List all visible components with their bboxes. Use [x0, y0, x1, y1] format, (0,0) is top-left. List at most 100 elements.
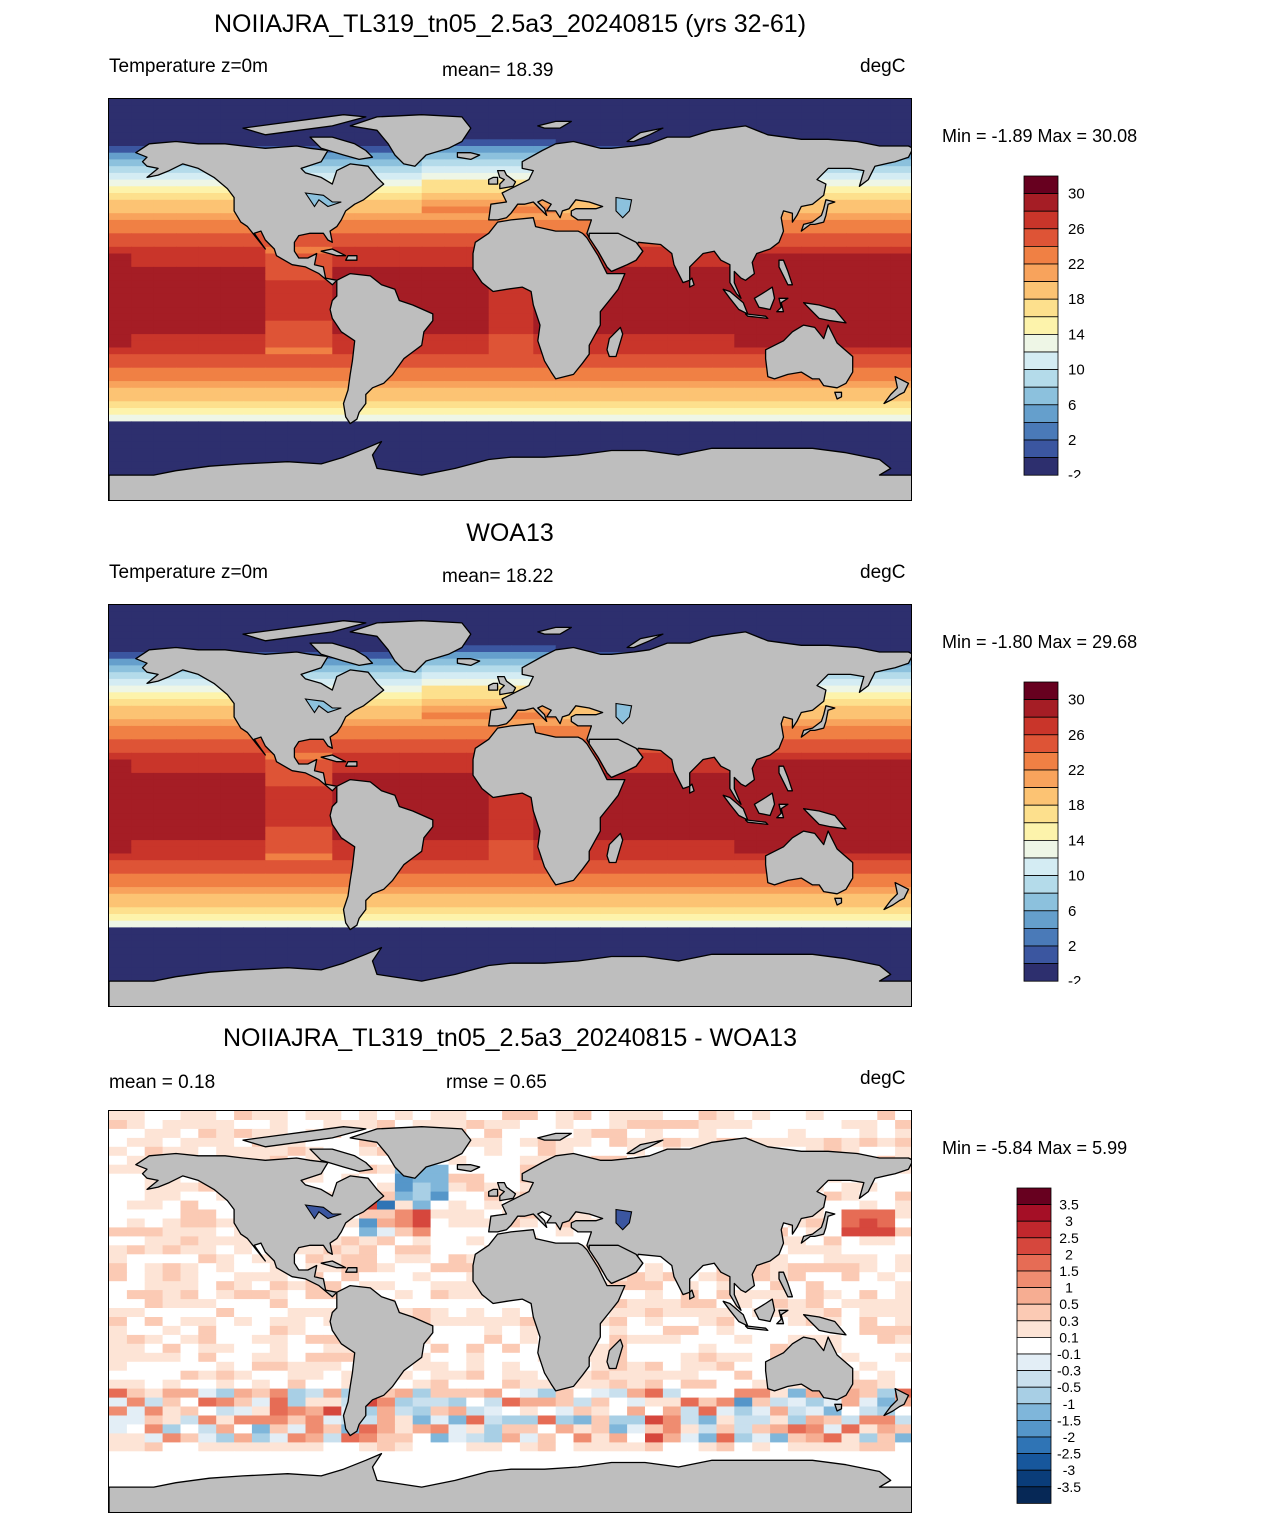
- colorbar-label: 26: [1068, 727, 1085, 744]
- panel-3-colorbar: 3.5 3 2.5 2 1.5 1 0.5 0.3 0.1 -0.1 -0.3 -0.5 -1 -1.5-…: [1015, 1187, 1125, 1506]
- colorbar-label: 14: [1068, 326, 1085, 343]
- colorbar-label: -2: [1068, 467, 1081, 478]
- colorbar-label: -0.3: [1057, 1363, 1081, 1379]
- colorbar-swatch: [1023, 298, 1059, 318]
- colorbar-swatch: [1023, 752, 1059, 771]
- panel-3-min-max: Min = -5.84 Max = 5.99: [942, 1138, 1128, 1158]
- colorbar-label: 22: [1068, 762, 1085, 779]
- colorbar-swatch: [1023, 822, 1059, 841]
- colorbar-swatch: [1023, 875, 1059, 894]
- colorbar-swatch: [1016, 1353, 1052, 1372]
- colorbar-label: 30: [1068, 692, 1085, 709]
- colorbar-swatch: [1016, 1303, 1052, 1322]
- colorbar-label: 26: [1068, 221, 1085, 238]
- panel-3-units-label: degC: [860, 1068, 906, 1089]
- colorbar-swatch: [1023, 857, 1059, 877]
- colorbar-swatch: [1023, 439, 1059, 459]
- colorbar-swatch: [1016, 1287, 1052, 1305]
- colorbar-swatch: [1023, 228, 1059, 247]
- colorbar-swatch: [1023, 281, 1059, 300]
- panel-3-rmse-label: rmse = 0.65: [446, 1072, 547, 1093]
- colorbar-swatch: [1023, 404, 1059, 423]
- colorbar-swatch: [1023, 386, 1059, 406]
- panel-2-units-label: degC: [860, 562, 906, 583]
- colorbar-swatch: [1016, 1486, 1052, 1504]
- panel-3-title: NOIIAJRA_TL319_tn05_2.5a3_20240815 - WOA…: [223, 1024, 797, 1052]
- colorbar-swatch: [1023, 263, 1059, 283]
- colorbar-swatch: [1023, 839, 1059, 859]
- colorbar-label: 18: [1068, 291, 1085, 308]
- colorbar-label: 3.5: [1059, 1197, 1079, 1213]
- colorbar-swatch: [1023, 316, 1059, 335]
- colorbar-swatch: [1023, 716, 1059, 736]
- colorbar-label: 1.5: [1059, 1263, 1079, 1279]
- panel-3-mean-label: mean = 0.18: [109, 1072, 216, 1093]
- panel-2-variable-label: Temperature z=0m: [109, 562, 268, 583]
- colorbar-label: -1.5: [1057, 1412, 1081, 1428]
- colorbar-swatch: [1016, 1254, 1052, 1272]
- colorbar-swatch: [1023, 681, 1059, 701]
- colorbar-swatch: [1016, 1187, 1052, 1206]
- colorbar-swatch: [1023, 769, 1059, 789]
- colorbar-label: 1: [1065, 1280, 1073, 1296]
- colorbar-label: -2: [1063, 1429, 1076, 1445]
- colorbar-swatch: [1023, 351, 1059, 371]
- colorbar-swatch: [1023, 421, 1059, 441]
- panel-1-title: NOIIAJRA_TL319_tn05_2.5a3_20240815 (yrs …: [213, 10, 807, 38]
- colorbar-label: -1: [1063, 1396, 1076, 1412]
- colorbar-label: -2.5: [1057, 1446, 1081, 1462]
- panel-1-mean-label: mean= 18.39: [442, 60, 554, 81]
- panel-1-variable-label: Temperature z=0m: [109, 56, 268, 77]
- colorbar-swatch: [1016, 1336, 1052, 1355]
- colorbar-label: 30: [1068, 186, 1085, 203]
- colorbar-label: -3.5: [1057, 1479, 1081, 1495]
- colorbar-swatch: [1016, 1436, 1052, 1455]
- colorbar-label: 18: [1068, 797, 1085, 814]
- panel-2-colorbar: 30 26 22 18 14 10 6 2 -2: [1022, 681, 1132, 984]
- panel-1-min-max: Min = -1.89 Max = 30.08: [942, 126, 1138, 146]
- colorbar-label: 22: [1068, 256, 1085, 273]
- colorbar-swatch: [1016, 1469, 1052, 1488]
- panel-3-map: [108, 1110, 912, 1513]
- colorbar-swatch: [1023, 457, 1059, 476]
- panel-1-colorbar: 30 26 22 18 14 10 6 2 -2: [1022, 175, 1132, 478]
- colorbar-label: 0.5: [1059, 1296, 1079, 1312]
- colorbar-swatch: [1016, 1220, 1052, 1239]
- colorbar-label: 0.3: [1059, 1313, 1079, 1329]
- colorbar-swatch: [1023, 175, 1059, 195]
- colorbar-swatch: [1023, 892, 1059, 912]
- colorbar-swatch: [1023, 787, 1059, 806]
- panel-1-map: [108, 98, 912, 501]
- colorbar-swatch: [1016, 1419, 1052, 1438]
- colorbar-swatch: [1023, 910, 1059, 929]
- colorbar-swatch: [1023, 927, 1059, 947]
- colorbar-swatch: [1023, 699, 1059, 718]
- colorbar-label: 6: [1068, 397, 1076, 414]
- colorbar-label: -3: [1063, 1462, 1076, 1478]
- colorbar-swatch: [1016, 1270, 1052, 1289]
- colorbar-label: 10: [1068, 868, 1085, 885]
- panel-2-map: [108, 604, 912, 1007]
- panel-1-units-label: degC: [860, 56, 906, 77]
- colorbar-swatch: [1023, 369, 1059, 388]
- panel-2-title: WOA13: [466, 519, 554, 547]
- colorbar-swatch: [1023, 333, 1059, 353]
- colorbar-label: -0.5: [1057, 1379, 1081, 1395]
- colorbar-swatch: [1016, 1386, 1052, 1405]
- colorbar-label: 14: [1068, 832, 1085, 849]
- colorbar-swatch: [1016, 1320, 1052, 1338]
- colorbar-swatch: [1023, 210, 1059, 230]
- colorbar-label: 2: [1068, 938, 1076, 955]
- colorbar-swatch: [1023, 804, 1059, 824]
- colorbar-swatch: [1023, 734, 1059, 753]
- colorbar-swatch: [1023, 945, 1059, 965]
- colorbar-label: -2: [1068, 973, 1081, 984]
- colorbar-swatch: [1016, 1237, 1052, 1255]
- colorbar-label: 10: [1068, 362, 1085, 379]
- colorbar-swatch: [1016, 1453, 1052, 1471]
- colorbar-swatch: [1016, 1403, 1052, 1421]
- colorbar-swatch: [1023, 193, 1059, 212]
- panel-2-min-max: Min = -1.80 Max = 29.68: [942, 632, 1138, 652]
- panel-2-mean-label: mean= 18.22: [442, 566, 554, 587]
- colorbar-label: 2: [1065, 1246, 1073, 1262]
